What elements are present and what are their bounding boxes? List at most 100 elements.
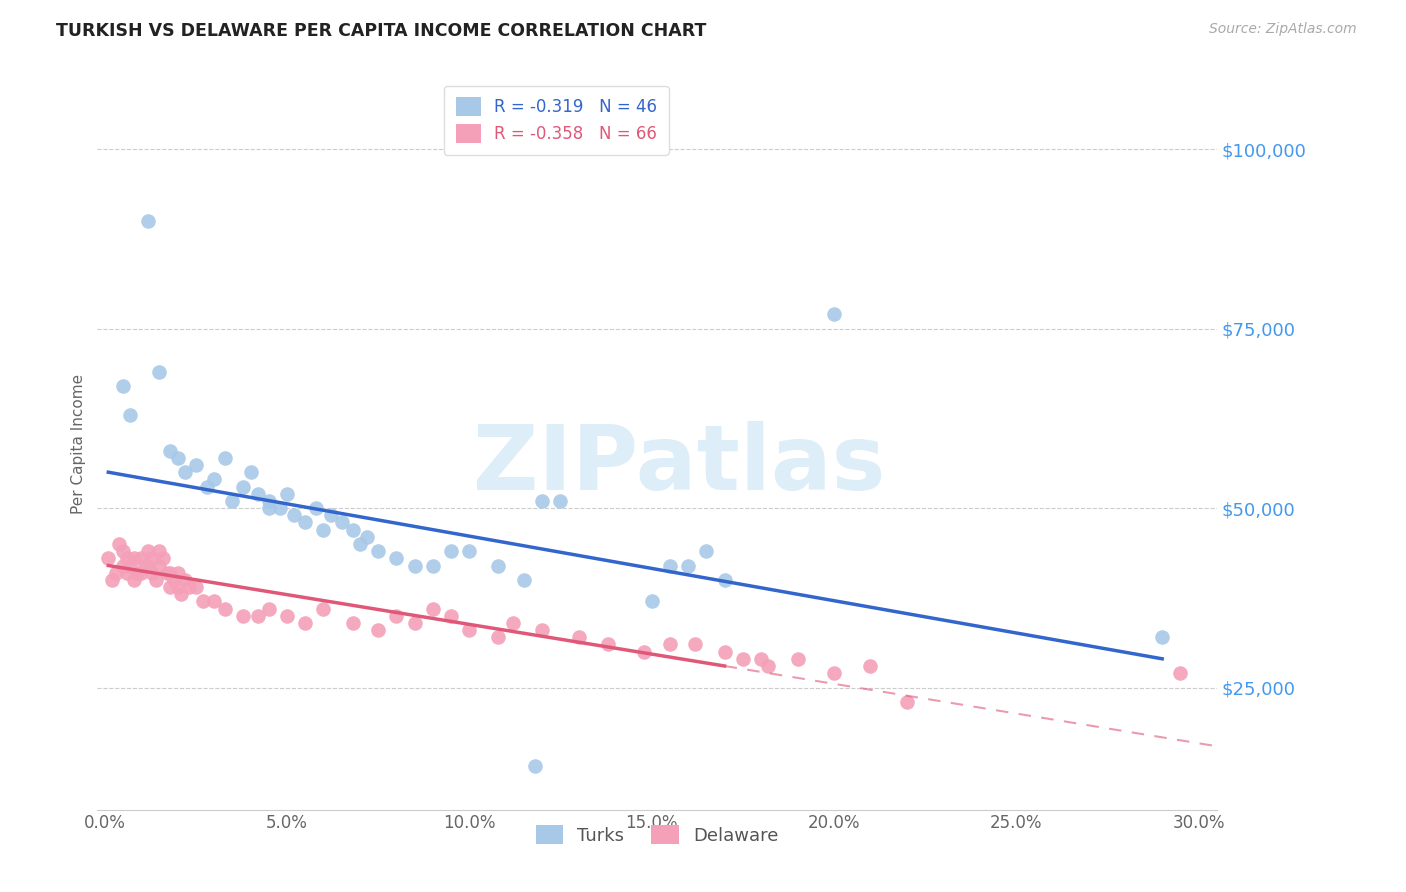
Point xyxy=(101,573,124,587)
Point xyxy=(184,458,207,472)
Point xyxy=(756,659,779,673)
Point xyxy=(122,551,145,566)
Point xyxy=(786,652,808,666)
Point xyxy=(568,630,591,644)
Point xyxy=(685,637,707,651)
Point xyxy=(294,516,316,530)
Point xyxy=(502,615,524,630)
Point xyxy=(550,494,572,508)
Point xyxy=(342,615,364,630)
Point xyxy=(111,558,134,573)
Point xyxy=(156,566,179,580)
Point xyxy=(138,544,160,558)
Point xyxy=(148,365,170,379)
Point xyxy=(488,558,510,573)
Point xyxy=(404,615,426,630)
Point xyxy=(173,465,195,479)
Point xyxy=(232,608,254,623)
Point xyxy=(269,501,291,516)
Point xyxy=(141,566,163,580)
Point xyxy=(141,551,163,566)
Point xyxy=(257,494,280,508)
Point xyxy=(859,659,882,673)
Point xyxy=(676,558,699,573)
Point xyxy=(458,623,481,637)
Point xyxy=(305,501,328,516)
Text: ZIPatlas: ZIPatlas xyxy=(474,421,886,509)
Point xyxy=(330,516,353,530)
Point xyxy=(166,450,188,465)
Point xyxy=(440,608,463,623)
Point xyxy=(159,580,181,594)
Point xyxy=(312,601,335,615)
Point xyxy=(896,695,918,709)
Point xyxy=(191,594,214,608)
Point xyxy=(177,580,200,594)
Point xyxy=(166,580,188,594)
Point xyxy=(385,608,408,623)
Point xyxy=(120,408,142,422)
Point xyxy=(257,501,280,516)
Point xyxy=(232,479,254,493)
Point xyxy=(115,566,138,580)
Point xyxy=(640,594,662,608)
Point xyxy=(166,566,188,580)
Point xyxy=(115,551,138,566)
Point xyxy=(531,494,554,508)
Point xyxy=(134,558,156,573)
Point xyxy=(159,443,181,458)
Point xyxy=(138,558,160,573)
Point xyxy=(596,637,619,651)
Point xyxy=(1152,630,1174,644)
Point xyxy=(749,652,772,666)
Point xyxy=(658,637,681,651)
Point xyxy=(488,630,510,644)
Y-axis label: Per Capita Income: Per Capita Income xyxy=(72,374,86,514)
Point xyxy=(658,558,681,573)
Point xyxy=(111,379,134,393)
Point xyxy=(173,573,195,587)
Point xyxy=(163,573,186,587)
Point xyxy=(404,558,426,573)
Point xyxy=(202,472,225,486)
Point xyxy=(312,523,335,537)
Point xyxy=(319,508,342,523)
Point xyxy=(422,601,444,615)
Point xyxy=(713,645,735,659)
Point xyxy=(127,566,149,580)
Point xyxy=(349,537,371,551)
Point xyxy=(202,594,225,608)
Point xyxy=(246,608,269,623)
Point xyxy=(531,623,554,637)
Point xyxy=(195,479,218,493)
Point xyxy=(120,558,142,573)
Point xyxy=(221,494,243,508)
Point xyxy=(148,544,170,558)
Point xyxy=(367,544,389,558)
Point xyxy=(104,566,127,580)
Point xyxy=(342,523,364,537)
Point xyxy=(184,580,207,594)
Point xyxy=(294,615,316,630)
Point xyxy=(145,573,167,587)
Point xyxy=(523,759,546,773)
Point xyxy=(214,601,236,615)
Point xyxy=(367,623,389,637)
Point xyxy=(276,487,298,501)
Point xyxy=(122,573,145,587)
Point xyxy=(422,558,444,573)
Point xyxy=(111,544,134,558)
Point xyxy=(129,566,152,580)
Point xyxy=(276,608,298,623)
Point xyxy=(713,573,735,587)
Legend: R = -0.319   N = 46, R = -0.358   N = 66: R = -0.319 N = 46, R = -0.358 N = 66 xyxy=(444,86,669,155)
Text: TURKISH VS DELAWARE PER CAPITA INCOME CORRELATION CHART: TURKISH VS DELAWARE PER CAPITA INCOME CO… xyxy=(56,22,707,40)
Point xyxy=(152,551,174,566)
Point xyxy=(159,566,181,580)
Point xyxy=(239,465,262,479)
Point xyxy=(148,558,170,573)
Point xyxy=(695,544,717,558)
Point xyxy=(138,214,160,228)
Point xyxy=(108,537,131,551)
Point xyxy=(97,551,120,566)
